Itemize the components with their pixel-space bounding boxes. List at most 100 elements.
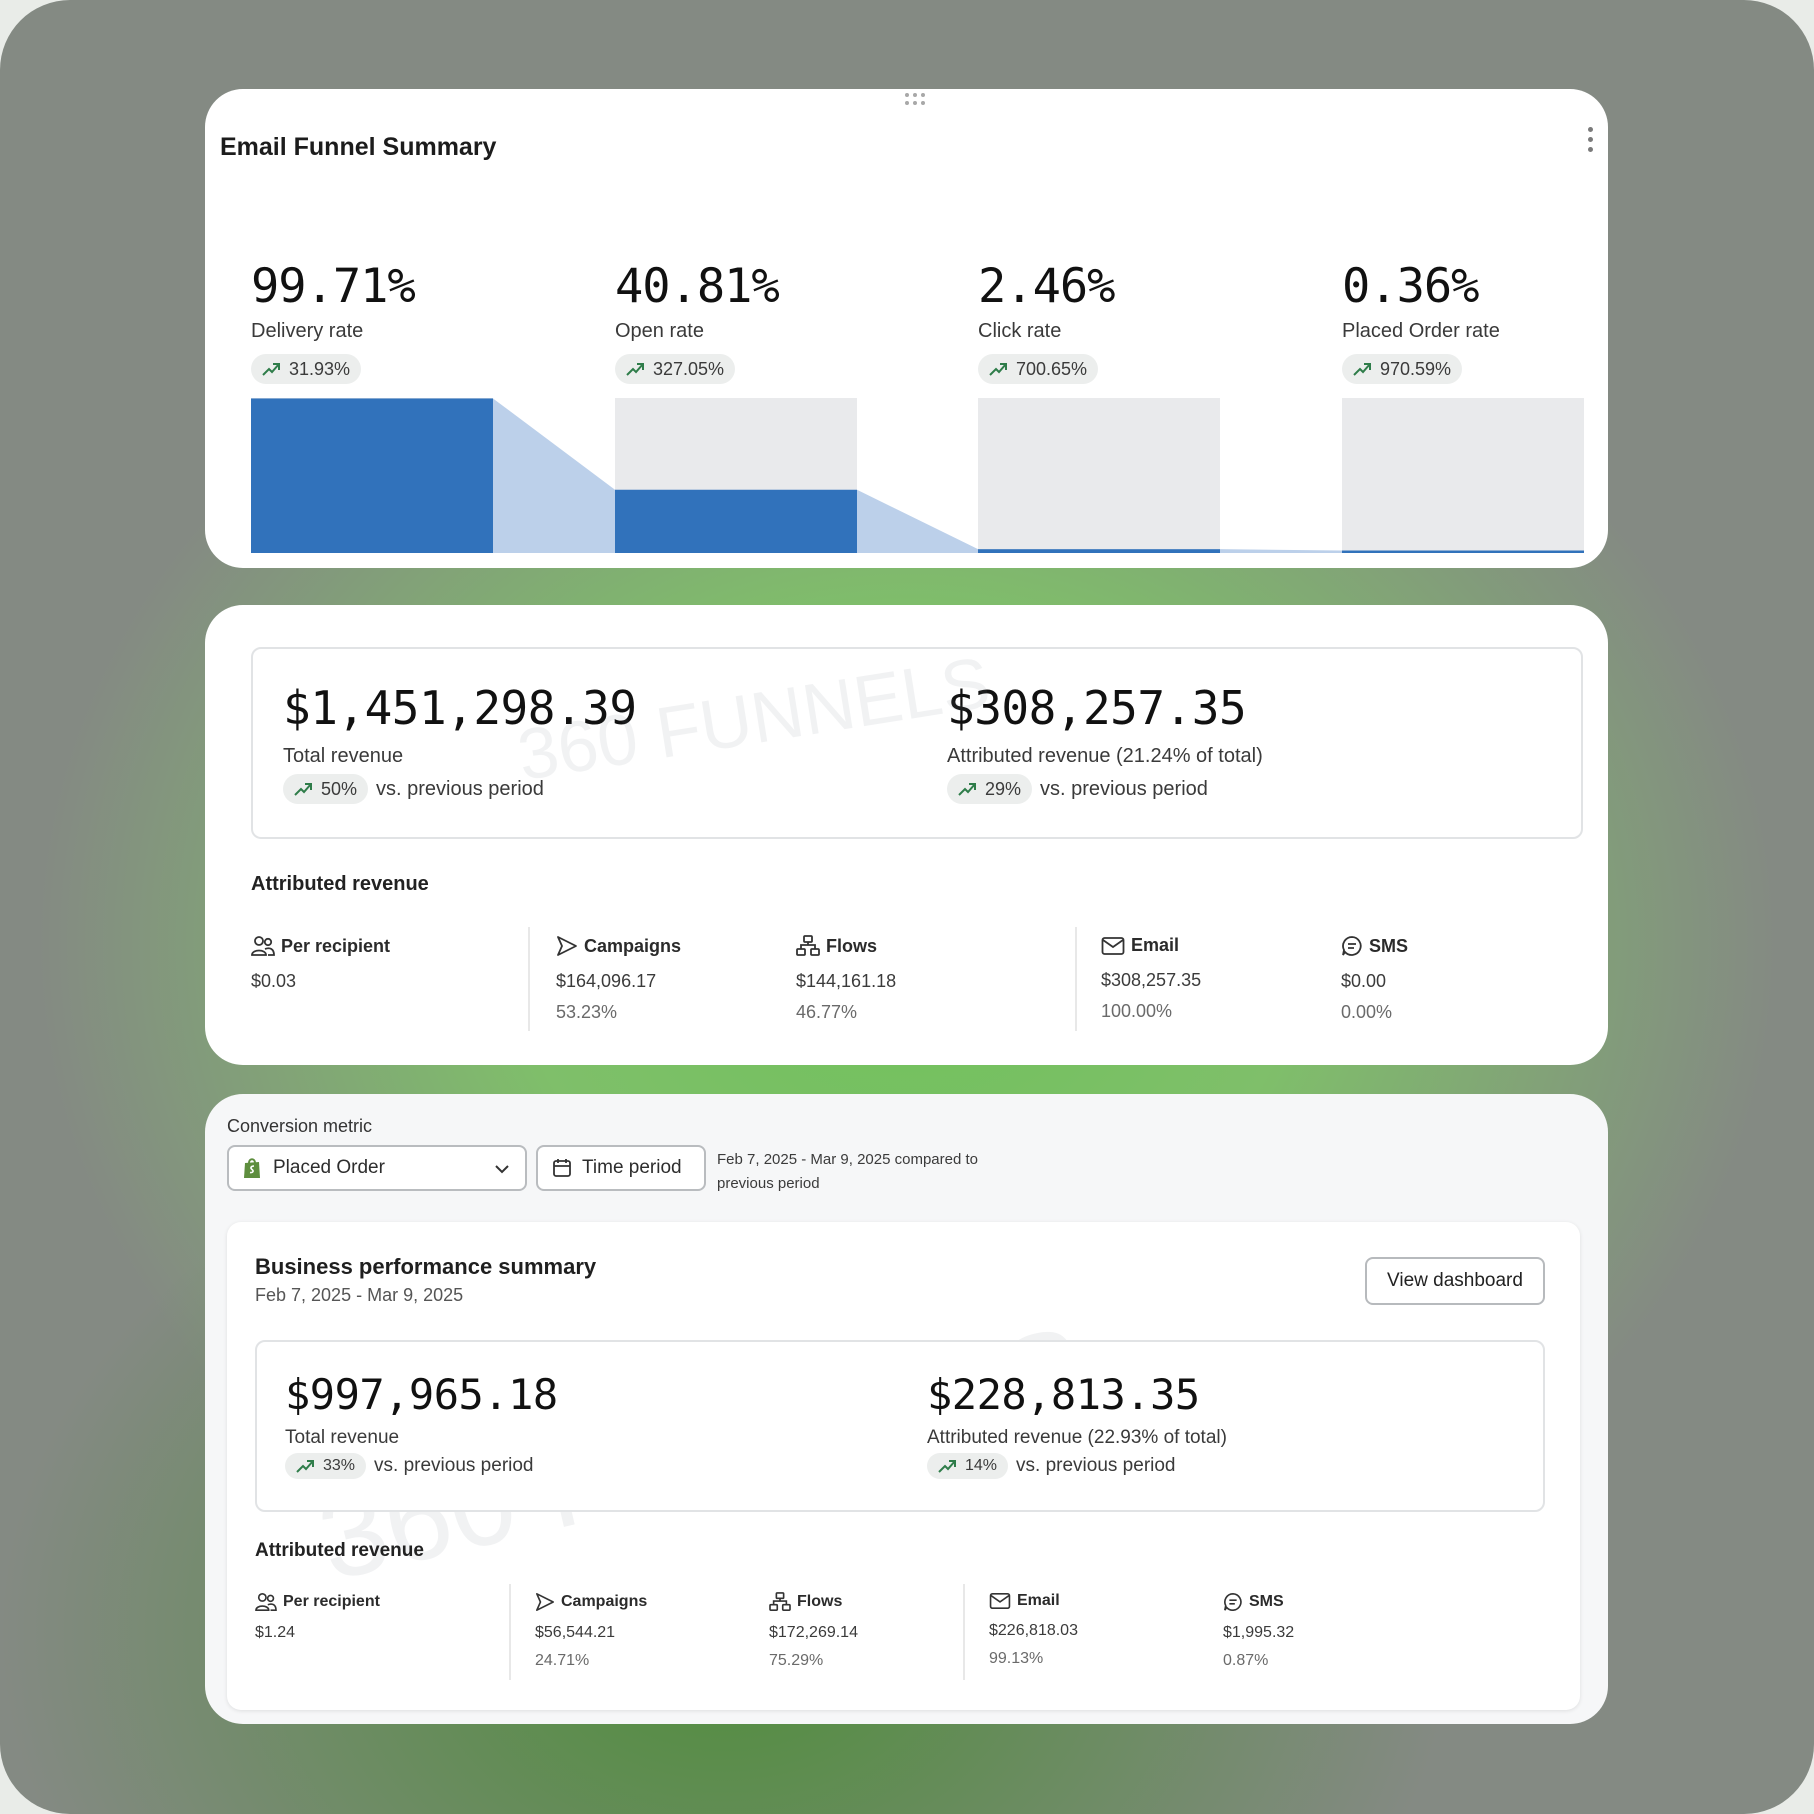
change-value: 970.59% [1380, 358, 1452, 379]
trend-up-icon [296, 1460, 314, 1473]
attributed-revenue-amount: $308,257.35 [947, 681, 1247, 735]
business-performance-card: Conversion metric Placed Order Time peri… [205, 1094, 1608, 1724]
attr-campaigns: Campaigns $164,096.17 53.23% [556, 935, 681, 1023]
attr-value: $1.24 [255, 1624, 296, 1641]
trend-up-icon [294, 783, 312, 796]
attr-percent: 100.00% [1101, 1001, 1173, 1021]
attributed-breakdown: Per recipient $1.24 Campaigns $56,544.21… [255, 1584, 1545, 1692]
drag-handle-icon[interactable] [905, 93, 929, 107]
attr-head: Flows [796, 935, 896, 957]
attr-head: Campaigns [535, 1592, 647, 1612]
business-summary-panel: 360 FUNNELS Business performance summary… [227, 1222, 1580, 1710]
attr-email: Email $308,257.35 100.00% [1101, 935, 1201, 1022]
attr-flows: Flows $144,161.18 46.77% [796, 935, 896, 1023]
view-dashboard-button[interactable]: View dashboard [1365, 1257, 1545, 1305]
more-options-icon[interactable] [1586, 127, 1594, 153]
metric-click-rate: 2.46% Click rate 700.65% [978, 259, 1115, 384]
compare-text: vs. previous period [1016, 1455, 1176, 1476]
metric-value: 40.81% [615, 259, 780, 314]
funnel-connector [493, 398, 615, 553]
attr-percent: 53.23% [556, 1002, 618, 1022]
attr-percent: 99.13% [989, 1650, 1044, 1667]
change-badge: 14% [927, 1453, 1009, 1479]
attr-head: SMS [1223, 1592, 1294, 1612]
change-value: 50% [321, 778, 358, 799]
metric-placed-order-rate: 0.36% Placed Order rate 970.59% [1342, 259, 1500, 384]
attr-head: SMS [1341, 935, 1408, 957]
trend-up-icon [626, 363, 644, 376]
attr-percent: 75.29% [769, 1652, 824, 1669]
attr-name: SMS [1249, 1593, 1284, 1610]
change-value: 700.65% [1016, 358, 1088, 379]
metric-label: Click rate [978, 320, 1062, 342]
attr-email: Email $226,818.03 99.13% [989, 1592, 1078, 1668]
divider [1075, 927, 1077, 1031]
revenue-box: $1,451,298.39 Total revenue 50% vs. prev… [251, 647, 1583, 839]
attributed-revenue-heading: Attributed revenue [251, 873, 429, 895]
attr-name: Email [1131, 935, 1180, 955]
attr-name: SMS [1369, 935, 1409, 956]
people-icon [255, 1593, 277, 1611]
attr-per-recipient: Per recipient $1.24 [255, 1592, 380, 1642]
attr-head: Per recipient [255, 1592, 380, 1612]
funnel-connector [857, 489, 978, 553]
change-badge: 31.93% [251, 354, 362, 384]
funnel-bar-background [978, 398, 1220, 553]
attr-value: $226,818.03 [989, 1622, 1078, 1639]
attr-name: Per recipient [281, 935, 391, 956]
divider [528, 927, 530, 1031]
attr-sms: SMS $1,995.32 0.87% [1223, 1592, 1294, 1670]
change-badge: 700.65% [978, 354, 1099, 384]
attr-value: $56,544.21 [535, 1624, 616, 1641]
card-title: Email Funnel Summary [220, 133, 497, 161]
attr-name: Flows [797, 1593, 843, 1610]
funnel-bar [251, 398, 493, 553]
attr-value: $0.00 [1341, 971, 1387, 991]
attributed-breakdown: Per recipient $0.03 Campaigns $164,096.1… [251, 927, 1583, 1045]
trend-up-icon [1353, 363, 1371, 376]
metric-label: Open rate [615, 320, 704, 342]
trend-up-icon [262, 363, 280, 376]
conversion-metric-select[interactable]: Placed Order [227, 1145, 527, 1191]
funnel-bar [1342, 550, 1584, 553]
revenue-summary-card: $1,451,298.39 Total revenue 50% vs. prev… [205, 605, 1608, 1065]
chevron-down-icon [495, 1165, 509, 1174]
attr-value: $1,995.32 [1223, 1624, 1295, 1641]
attr-value: $144,161.18 [796, 971, 897, 991]
total-revenue-amount: $997,965.18 [285, 1370, 558, 1419]
shopify-bag-icon [244, 1158, 260, 1178]
selected-metric: Placed Order [273, 1157, 385, 1178]
attributed-revenue-amount: $228,813.35 [927, 1370, 1200, 1419]
change-value: 29% [985, 778, 1022, 799]
change-badge: 970.59% [1342, 354, 1463, 384]
attributed-revenue-heading: Attributed revenue [255, 1540, 424, 1561]
total-revenue-compare: 50% vs. previous period [283, 774, 637, 804]
change-badge: 50% [283, 774, 369, 804]
summary-date: Feb 7, 2025 - Mar 9, 2025 [255, 1285, 464, 1305]
conversion-metric-label: Conversion metric [227, 1116, 373, 1136]
divider [963, 1584, 965, 1680]
send-icon [536, 1593, 554, 1611]
attr-head: Per recipient [251, 935, 390, 957]
total-revenue: $997,965.18 Total revenue 33% vs. previo… [285, 1370, 558, 1479]
change-value: 327.05% [653, 358, 725, 379]
change-value: 31.93% [289, 358, 351, 379]
total-revenue-amount: $1,451,298.39 [283, 681, 637, 735]
attr-name: Per recipient [283, 1593, 380, 1610]
metric-delivery-rate: 99.71% Delivery rate 31.93% [251, 259, 416, 384]
attr-percent: 0.87% [1223, 1652, 1269, 1669]
attr-per-recipient: Per recipient $0.03 [251, 935, 390, 992]
metric-value: 0.36% [1342, 259, 1479, 314]
time-period-label: Time period [582, 1157, 682, 1178]
compare-text: vs. previous period [374, 1455, 534, 1476]
attr-percent: 0.00% [1341, 1002, 1393, 1022]
attr-value: $164,096.17 [556, 971, 657, 991]
trend-up-icon [989, 363, 1007, 376]
attributed-revenue: $308,257.35 Attributed revenue (21.24% o… [947, 681, 1263, 804]
summary-title: Business performance summary [255, 1254, 597, 1279]
time-period-button[interactable]: Time period [536, 1145, 706, 1191]
attr-value: $308,257.35 [1101, 970, 1202, 990]
funnel-bar [978, 549, 1220, 553]
attr-flows: Flows $172,269.14 75.29% [769, 1592, 858, 1670]
